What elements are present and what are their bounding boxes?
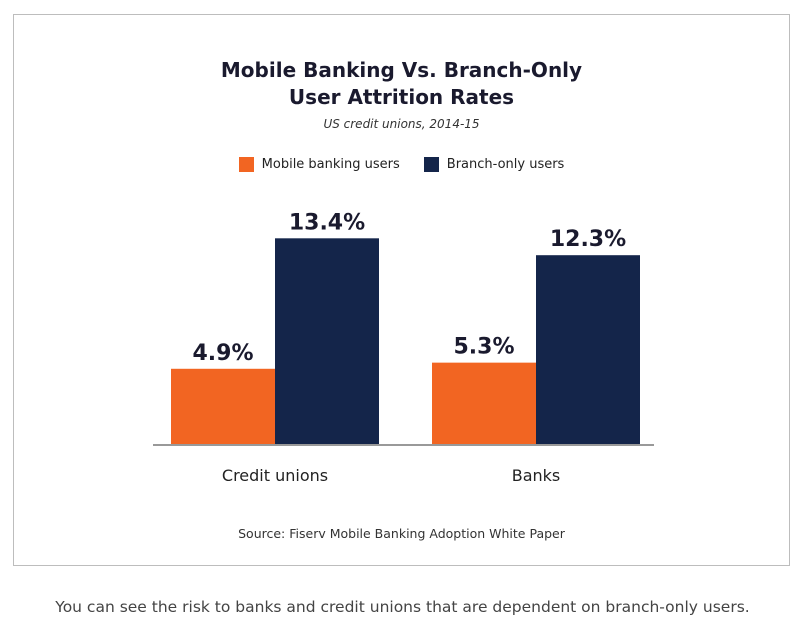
chart-title: Mobile Banking Vs. Branch-Only User Attr… bbox=[14, 57, 789, 111]
legend-swatch-branch bbox=[423, 157, 439, 172]
category-label-credit-unions: Credit unions bbox=[222, 466, 328, 485]
data-label-branch-banks: 12.3% bbox=[550, 227, 626, 252]
chart-subtitle: US credit unions, 2014-15 bbox=[323, 117, 480, 131]
bar-branch-banks bbox=[536, 255, 640, 444]
data-label-mobile-credit-unions: 4.9% bbox=[192, 341, 253, 366]
chart-title-line1: Mobile Banking Vs. Branch-Only bbox=[220, 58, 583, 82]
chart-legend: Mobile banking users Branch-only users bbox=[14, 157, 789, 172]
legend-item-mobile: Mobile banking users bbox=[238, 157, 400, 172]
bar-branch-credit-unions bbox=[275, 238, 379, 444]
legend-item-branch: Branch-only users bbox=[423, 157, 565, 172]
legend-label-branch: Branch-only users bbox=[446, 157, 565, 172]
bar-chart-plot: 4.9% 13.4% Credit unions 5.3% 12.3% Banks bbox=[153, 210, 654, 485]
data-label-branch-credit-unions: 13.4% bbox=[289, 210, 365, 235]
legend-label-mobile: Mobile banking users bbox=[261, 157, 400, 172]
chart-card: Mobile Banking Vs. Branch-Only User Attr… bbox=[13, 14, 790, 566]
data-label-mobile-banks: 5.3% bbox=[453, 335, 514, 360]
chart-source: Source: Fiserv Mobile Banking Adoption W… bbox=[238, 526, 565, 541]
chart-title-line2: User Attrition Rates bbox=[288, 85, 515, 109]
bar-mobile-banks bbox=[432, 362, 536, 444]
bar-mobile-credit-unions bbox=[171, 368, 275, 444]
caption-text: You can see the risk to banks and credit… bbox=[55, 598, 750, 616]
legend-swatch-mobile bbox=[238, 157, 254, 172]
category-label-banks: Banks bbox=[512, 466, 561, 485]
